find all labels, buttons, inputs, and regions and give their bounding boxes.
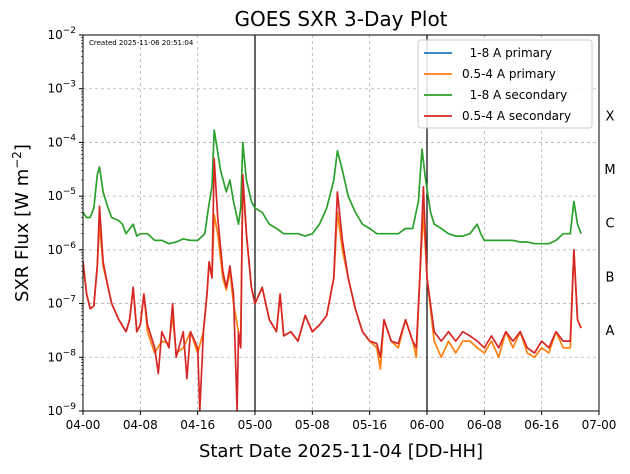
flare-class-label: A (606, 324, 615, 339)
y-tick-base: 10 (47, 82, 62, 96)
x-tick-label: 05-08 (295, 418, 330, 432)
plot-area: 04-00 04-08 04-16 05-00 05-08 05-16 06-00 06-08… (47, 26, 616, 432)
series-line-2 (83, 129, 582, 245)
legend-entry: 0.5-4 A primary (462, 67, 556, 81)
x-tick-label: 04-00 (66, 418, 101, 432)
legend: 1-8 A primary 0.5-4 A primary 1-8 A secon… (417, 39, 593, 129)
flare-class-label: M (604, 163, 615, 178)
series-line-1 (83, 179, 582, 371)
legend-box (417, 39, 593, 129)
y-tick-label: 10−8 (47, 348, 76, 364)
x-tick-label: 06-16 (524, 418, 559, 432)
y-tick-exponent: −3 (63, 80, 76, 90)
y-tick-label: 10−9 (47, 402, 76, 418)
y-tick-label: 10−5 (47, 187, 76, 203)
x-tick-label: 05-00 (238, 418, 273, 432)
y-tick-exponent: −7 (63, 295, 76, 305)
y-axis-label-exponent: −2 (10, 151, 24, 169)
flare-class-label: X (606, 109, 615, 124)
legend-entry: 0.5-4 A secondary (462, 109, 571, 123)
flare-class-label: B (606, 270, 615, 285)
y-axis-label: SXR Flux [W m−2] (10, 144, 33, 302)
series-line-3 (83, 157, 582, 411)
flare-class-label: C (605, 217, 614, 232)
x-axis-label: Start Date 2025-11-04 [DD-HH] (199, 441, 483, 462)
legend-entry: 1-8 A primary (462, 46, 552, 60)
y-tick-base: 10 (47, 28, 62, 42)
y-tick-base: 10 (47, 297, 62, 311)
y-axis-label-main: SXR Flux [W m (12, 169, 33, 302)
x-tick-label: 04-16 (180, 418, 215, 432)
y-tick-exponent: −4 (63, 133, 77, 143)
y-tick-label: 10−6 (47, 241, 76, 257)
y-tick-base: 10 (47, 189, 62, 203)
y-tick-base: 10 (47, 404, 62, 418)
plot-frame (82, 34, 600, 412)
x-tick-label: 04-08 (123, 418, 158, 432)
chart-title: GOES SXR 3-Day Plot (234, 7, 447, 31)
series-group (83, 129, 582, 411)
y-tick-exponent: −9 (63, 402, 77, 412)
y-tick-label: 10−4 (47, 133, 76, 149)
x-tick-label: 07-00 (582, 418, 617, 432)
y-tick-exponent: −6 (63, 241, 77, 251)
y-tick-exponent: −5 (63, 187, 76, 197)
y-tick-base: 10 (47, 350, 62, 364)
y-tick-base: 10 (47, 135, 62, 149)
legend-entry: 1-8 A secondary (462, 88, 567, 102)
y-axis-label-close: ] (12, 144, 33, 151)
x-tick-label: 06-00 (410, 418, 445, 432)
y-tick-label: 10−2 (47, 26, 76, 42)
x-tick-label: 05-16 (352, 418, 387, 432)
y-tick-exponent: −8 (63, 348, 77, 358)
y-tick-exponent: −2 (63, 26, 76, 36)
y-tick-base: 10 (47, 243, 62, 257)
created-timestamp: Created 2025-11-06 20:51:04 (89, 39, 194, 47)
x-tick-label: 06-08 (467, 418, 502, 432)
y-tick-label: 10−3 (47, 80, 76, 96)
y-tick-label: 10−7 (47, 295, 76, 311)
